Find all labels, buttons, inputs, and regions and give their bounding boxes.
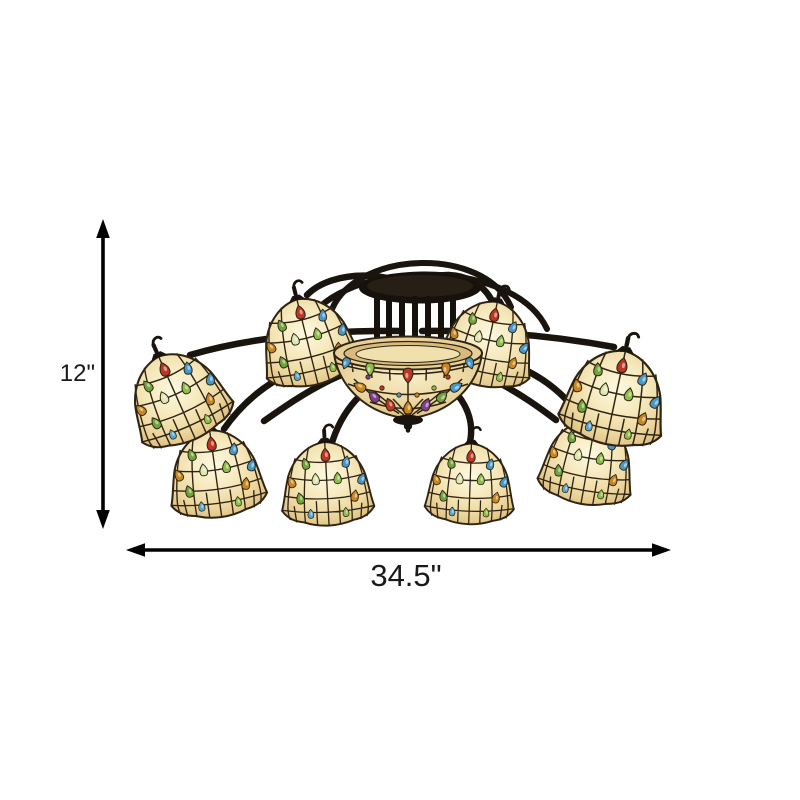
- width-arrow-head-right: [652, 543, 671, 557]
- height-arrow-head-top: [96, 219, 110, 238]
- lamp-center-bowl: [332, 335, 484, 433]
- ceiling-lamp-illustration: [106, 260, 681, 528]
- width-dimension-label: 34.5": [370, 558, 441, 593]
- height-arrow-head-bottom: [96, 510, 110, 529]
- height-dimension: 12": [60, 219, 110, 529]
- lamp-shade-bottom-right: [424, 426, 517, 526]
- lamp-shade-bottom-left: [278, 423, 376, 528]
- bowl-jewel-dots: [365, 374, 451, 398]
- height-dimension-label: 12": [60, 360, 95, 387]
- width-dimension: 34.5": [126, 543, 671, 593]
- width-arrow-head-left: [126, 543, 145, 557]
- bowl-finial: [393, 414, 423, 433]
